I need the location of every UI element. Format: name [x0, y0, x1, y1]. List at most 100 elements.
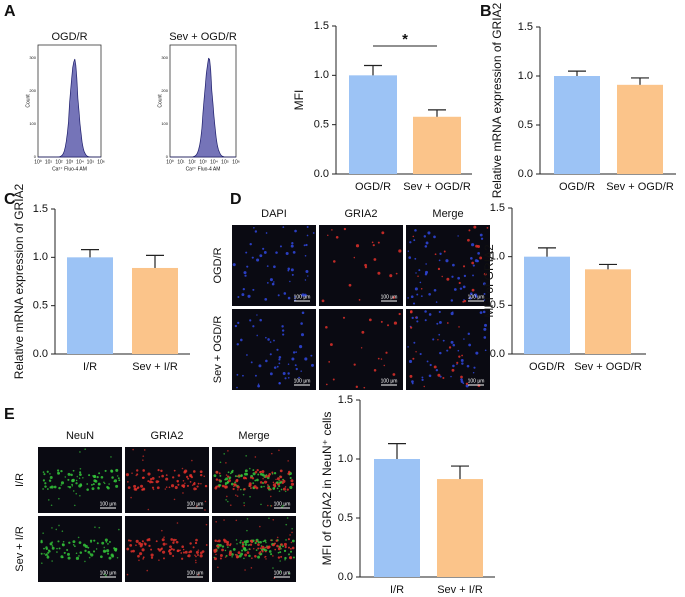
- cell-dot: [424, 272, 428, 276]
- cell-dot: [286, 517, 289, 519]
- cell-dot: [218, 479, 221, 482]
- cell-dot: [227, 546, 229, 549]
- cell-dot: [458, 281, 461, 285]
- cell-dot: [204, 509, 206, 511]
- cell-dot: [284, 490, 287, 493]
- cell-dot: [141, 540, 144, 543]
- cell-dot: [291, 357, 295, 361]
- cell-dot: [445, 259, 449, 263]
- cell-dot: [418, 269, 421, 272]
- cell-dot: [254, 470, 258, 474]
- y-tick-label: 1.0: [33, 251, 48, 263]
- cell-dot: [261, 545, 265, 549]
- cell-dot: [149, 478, 153, 481]
- cell-dot: [257, 555, 261, 559]
- cell-dot: [148, 544, 151, 548]
- cell-dot: [287, 269, 290, 272]
- cell-dot: [277, 483, 280, 486]
- cell-dot: [213, 474, 217, 478]
- cell-dot: [130, 496, 132, 499]
- cell-dot: [287, 296, 291, 300]
- cell-dot: [452, 311, 454, 313]
- cell-dot: [467, 332, 471, 336]
- cell-dot: [483, 327, 487, 331]
- x-tick-label: Sev + OGD/R: [606, 181, 674, 193]
- cell-dot: [295, 367, 298, 371]
- panel-letter: C: [4, 191, 16, 208]
- cell-dot: [176, 522, 179, 524]
- cell-dot: [292, 351, 296, 354]
- cell-dot: [288, 553, 290, 556]
- cell-dot: [221, 548, 224, 552]
- cell-dot: [199, 473, 203, 477]
- cell-dot: [88, 474, 91, 477]
- cell-dot: [246, 354, 248, 356]
- cell-dot: [441, 275, 443, 278]
- micrograph: [38, 447, 122, 513]
- micrograph: [319, 225, 403, 306]
- cell-dot: [332, 260, 336, 263]
- cell-dot: [147, 480, 150, 483]
- cell-dot: [60, 484, 62, 486]
- x-tick-label: Sev + OGD/R: [403, 181, 471, 193]
- cell-dot: [217, 566, 219, 569]
- cell-dot: [95, 548, 98, 550]
- cell-dot: [252, 472, 256, 476]
- cell-dot: [409, 310, 413, 314]
- cell-dot: [484, 349, 487, 352]
- cell-dot: [435, 368, 439, 372]
- cell-dot: [113, 547, 116, 550]
- cell-dot: [471, 243, 475, 247]
- cell-dot: [428, 374, 432, 378]
- bar: [585, 269, 631, 354]
- cell-dot: [300, 370, 303, 372]
- cell-dot: [423, 385, 425, 388]
- flow-x-tick: 10⁰: [34, 159, 42, 165]
- cell-dot: [353, 256, 356, 259]
- cell-dot: [420, 295, 423, 298]
- cell-dot: [43, 473, 46, 476]
- cell-dot: [152, 488, 155, 491]
- scale-bar-label: 100 μm: [274, 570, 291, 576]
- cell-dot: [195, 542, 197, 544]
- cell-dot: [305, 243, 308, 247]
- cell-dot: [46, 488, 49, 490]
- y-axis-label: MFI of GRIA2: [482, 244, 496, 318]
- cell-dot: [300, 322, 303, 325]
- cell-dot: [256, 478, 259, 482]
- cell-dot: [182, 479, 185, 482]
- cell-dot: [278, 485, 281, 488]
- cell-dot: [67, 556, 71, 560]
- cell-dot: [98, 472, 101, 475]
- y-tick-label: 1.5: [338, 394, 353, 406]
- cell-dot: [103, 481, 105, 484]
- cell-dot: [185, 475, 189, 478]
- cell-dot: [287, 460, 289, 462]
- cell-dot: [483, 282, 486, 286]
- cell-dot: [75, 552, 78, 555]
- cell-dot: [126, 573, 129, 576]
- cell-dot: [176, 549, 180, 553]
- cell-dot: [271, 543, 275, 547]
- cell-dot: [252, 469, 255, 472]
- cell-dot: [76, 475, 79, 478]
- cell-dot: [182, 548, 185, 551]
- cell-dot: [372, 244, 375, 247]
- cell-dot: [239, 488, 242, 491]
- cell-dot: [113, 479, 118, 483]
- cell-dot: [294, 364, 297, 367]
- cell-dot: [108, 540, 111, 543]
- cell-dot: [177, 483, 180, 486]
- cell-dot: [150, 548, 153, 551]
- cell-dot: [193, 481, 196, 484]
- cell-dot: [251, 557, 253, 559]
- significance-label: *: [402, 31, 408, 48]
- cell-dot: [451, 368, 455, 372]
- cell-dot: [79, 467, 82, 470]
- scale-bar-label: 100 μm: [187, 570, 204, 576]
- cell-dot: [282, 504, 284, 507]
- cell-dot: [244, 476, 247, 480]
- cell-dot: [110, 456, 112, 458]
- cell-dot: [273, 577, 276, 579]
- cell-dot: [265, 549, 268, 552]
